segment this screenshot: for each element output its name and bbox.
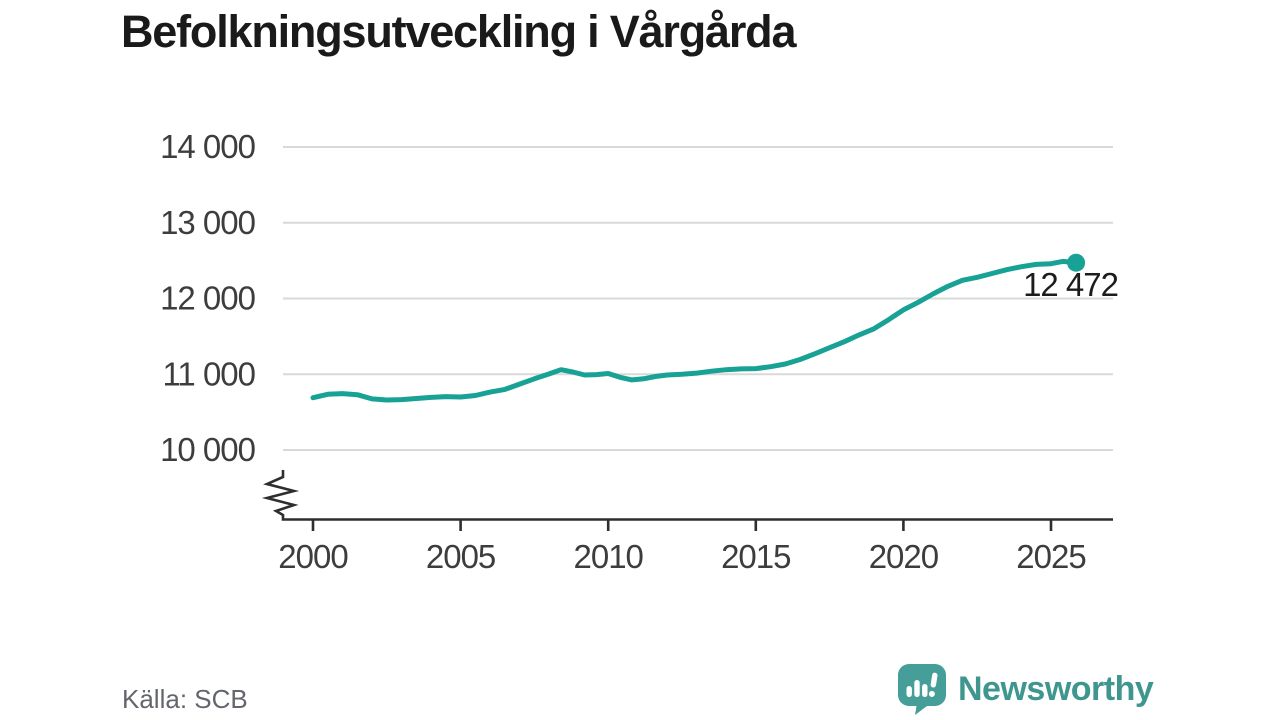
newsworthy-bubble-chart-icon — [898, 664, 946, 715]
endpoint-value-label: 12 472 — [1023, 266, 1118, 303]
y-tick-label: 14 000 — [160, 128, 256, 165]
exclamation-glyph — [928, 672, 938, 697]
y-tick-label: 11 000 — [163, 355, 256, 392]
endpoint-dot — [1067, 253, 1086, 272]
y-tick-label: 13 000 — [160, 204, 256, 241]
x-tick-label: 2020 — [869, 538, 939, 575]
x-axis-with-break — [261, 470, 1113, 521]
newsworthy-wordmark: Newsworthy — [958, 670, 1154, 708]
y-tick-label: 10 000 — [160, 431, 256, 468]
speech-bubble-shape — [898, 664, 946, 715]
source-note: Källa: SCB — [122, 684, 248, 714]
x-tick-label: 2000 — [278, 538, 348, 575]
newsworthy-logo: Newsworthy — [897, 663, 1154, 715]
y-tick-label: 12 000 — [160, 280, 256, 317]
x-tick-label: 2015 — [721, 538, 790, 575]
page-title: Befolkningsutveckling i Vårgårda — [121, 6, 796, 57]
x-tick-label: 2005 — [426, 538, 495, 575]
x-tick-label: 2025 — [1016, 538, 1085, 575]
bar-chart-glyph — [906, 680, 928, 697]
population-line — [310, 258, 1079, 403]
x-tick-label: 2010 — [573, 538, 643, 575]
